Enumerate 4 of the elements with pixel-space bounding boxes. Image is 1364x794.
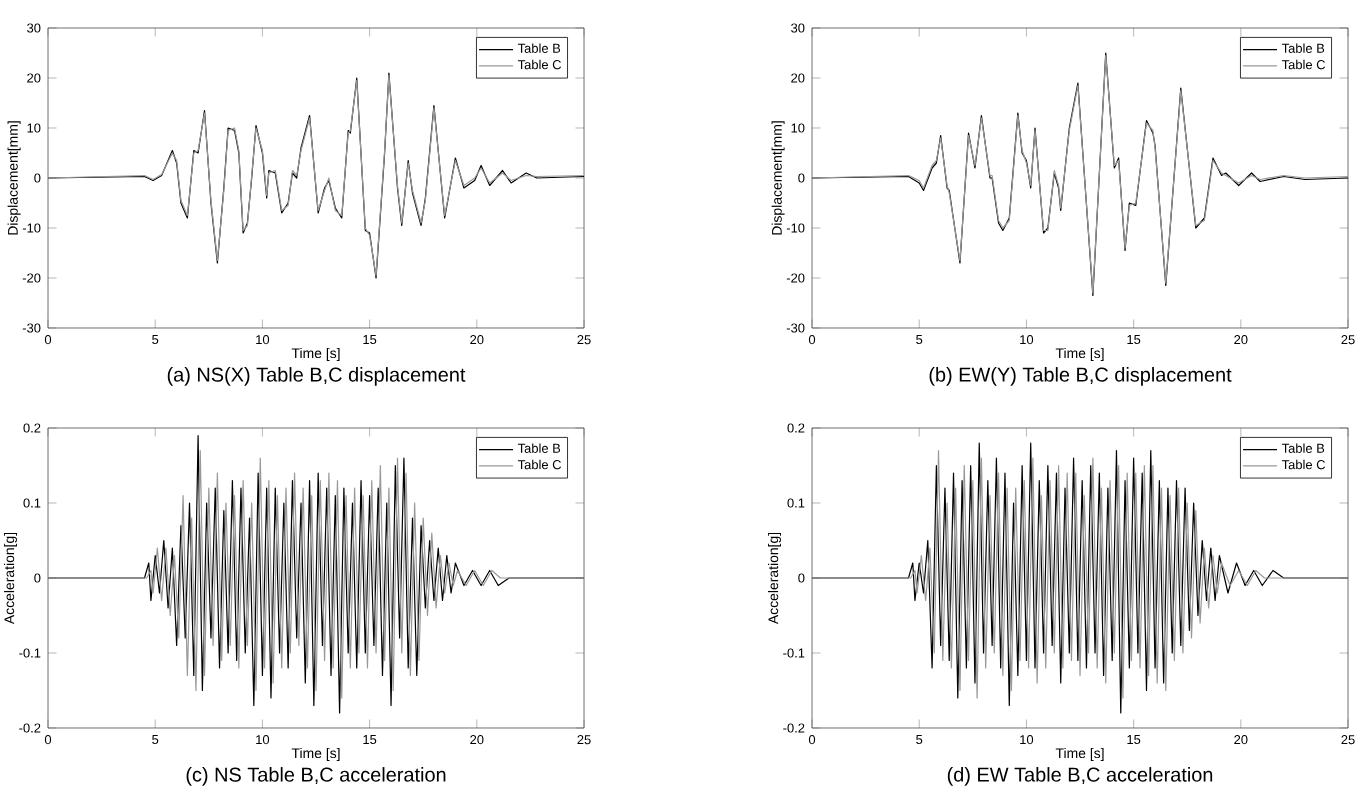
text: (b) EW(Y) Table B,C displacement [929, 367, 1232, 386]
text: (a) NS(X) Table B,C displacement [167, 367, 466, 386]
text: (c) NS Table B,C acceleration [186, 767, 446, 786]
text: (d) EW Table B,C acceleration [947, 767, 1213, 786]
